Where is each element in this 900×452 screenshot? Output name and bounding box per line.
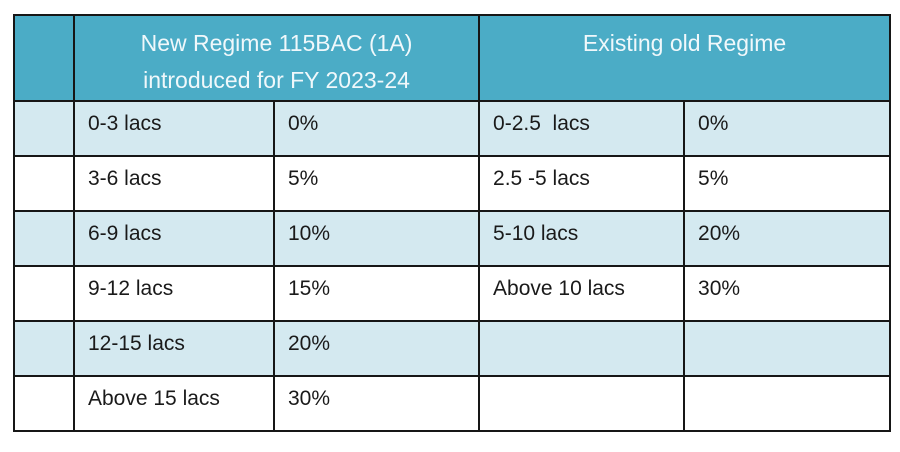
header-corner-cell [13,14,75,102]
cell-new-rate: 10% [272,210,481,267]
cell-old-rate [683,320,892,377]
header-new-regime-line2: introduced for FY 2023-24 [143,67,410,93]
cell-new-slab: 6-9 lacs [73,210,275,267]
cell-old-rate: 0% [683,100,892,157]
cell-new-slab: 3-6 lacs [73,155,275,212]
row-marker-cell [13,100,75,157]
table-row: Above 15 lacs 30% [13,375,892,432]
cell-old-rate: 5% [683,155,892,212]
cell-new-rate: 15% [272,265,481,322]
header-old-regime-label: Existing old Regime [582,30,787,56]
header-new-regime: New Regime 115BAC (1A) introduced for FY… [72,14,481,102]
cell-old-slab [478,375,686,432]
cell-new-slab: 12-15 lacs [73,320,275,377]
cell-old-rate [683,375,892,432]
table-row: 12-15 lacs 20% [13,320,892,377]
cell-new-slab: 0-3 lacs [73,100,275,157]
table-row: 3-6 lacs 5% 2.5 -5 lacs 5% [13,155,892,212]
row-marker-cell [13,320,75,377]
cell-old-slab: Above 10 lacs [478,265,686,322]
row-marker-cell [13,155,75,212]
cell-new-rate: 20% [272,320,481,377]
table-row: 9-12 lacs 15% Above 10 lacs 30% [13,265,892,322]
row-marker-cell [13,210,75,267]
row-marker-cell [13,375,75,432]
cell-old-rate: 30% [683,265,892,322]
header-new-regime-line1: New Regime 115BAC (1A) [140,30,413,56]
row-marker-cell [13,265,75,322]
cell-new-rate: 30% [272,375,481,432]
cell-new-rate: 0% [272,100,481,157]
cell-new-slab: 9-12 lacs [73,265,275,322]
cell-old-slab [478,320,686,377]
cell-old-slab: 5-10 lacs [478,210,686,267]
table-row: 0-3 lacs 0% 0-2.5 lacs 0% [13,100,892,157]
cell-old-slab: 2.5 -5 lacs [478,155,686,212]
cell-new-slab: Above 15 lacs [73,375,275,432]
cell-old-rate: 20% [683,210,892,267]
header-old-regime: Existing old Regime [478,14,892,102]
table-row: 6-9 lacs 10% 5-10 lacs 20% [13,210,892,267]
tax-regime-comparison-table: New Regime 115BAC (1A) introduced for FY… [13,14,892,432]
cell-old-slab: 0-2.5 lacs [478,100,686,157]
cell-new-rate: 5% [272,155,481,212]
table-header-row: New Regime 115BAC (1A) introduced for FY… [13,14,892,102]
